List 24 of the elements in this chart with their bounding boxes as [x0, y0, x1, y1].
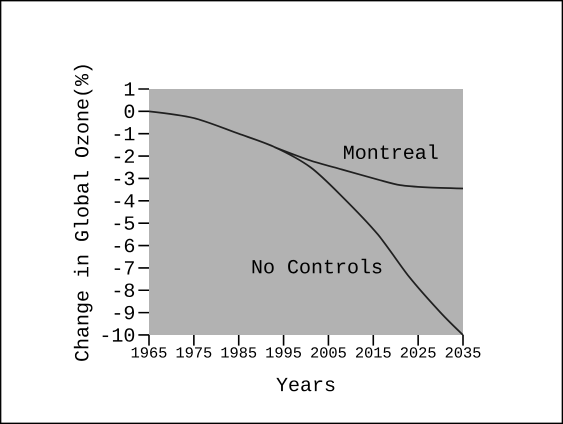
y-tick-label: -8 — [114, 283, 134, 298]
x-tick-label: 2035 — [446, 347, 480, 358]
y-tick-label: -5 — [114, 216, 134, 230]
y-tick-label: -1 — [114, 127, 134, 140]
x-tick-label: 2005 — [311, 347, 346, 358]
y-tick-label: 1 — [124, 82, 134, 96]
x-tick-label: 1985 — [221, 347, 256, 358]
y-axis-title: Change in Global Ozone(%) — [74, 65, 92, 361]
annotation: No Controls — [252, 258, 382, 274]
y-tick-label: -6 — [114, 238, 134, 252]
x-tick-label: 1995 — [266, 347, 301, 358]
y-tick-label: -3 — [114, 172, 134, 186]
x-tick-label: 1965 — [132, 347, 166, 358]
y-tick-label: -4 — [114, 194, 134, 208]
x-tick-label: 2015 — [356, 347, 391, 358]
y-tick-label: 0 — [124, 104, 134, 118]
y-tick-label: -9 — [114, 306, 134, 320]
x-tick-label: 1975 — [176, 347, 212, 358]
y-tick-label: -7 — [114, 261, 134, 274]
y-tick-label: -10 — [102, 328, 134, 342]
x-tick-label: 2025 — [400, 347, 436, 358]
x-axis-title: Years — [276, 378, 334, 392]
y-tick-label: -2 — [114, 149, 134, 163]
annotation: Montreal — [344, 144, 438, 160]
